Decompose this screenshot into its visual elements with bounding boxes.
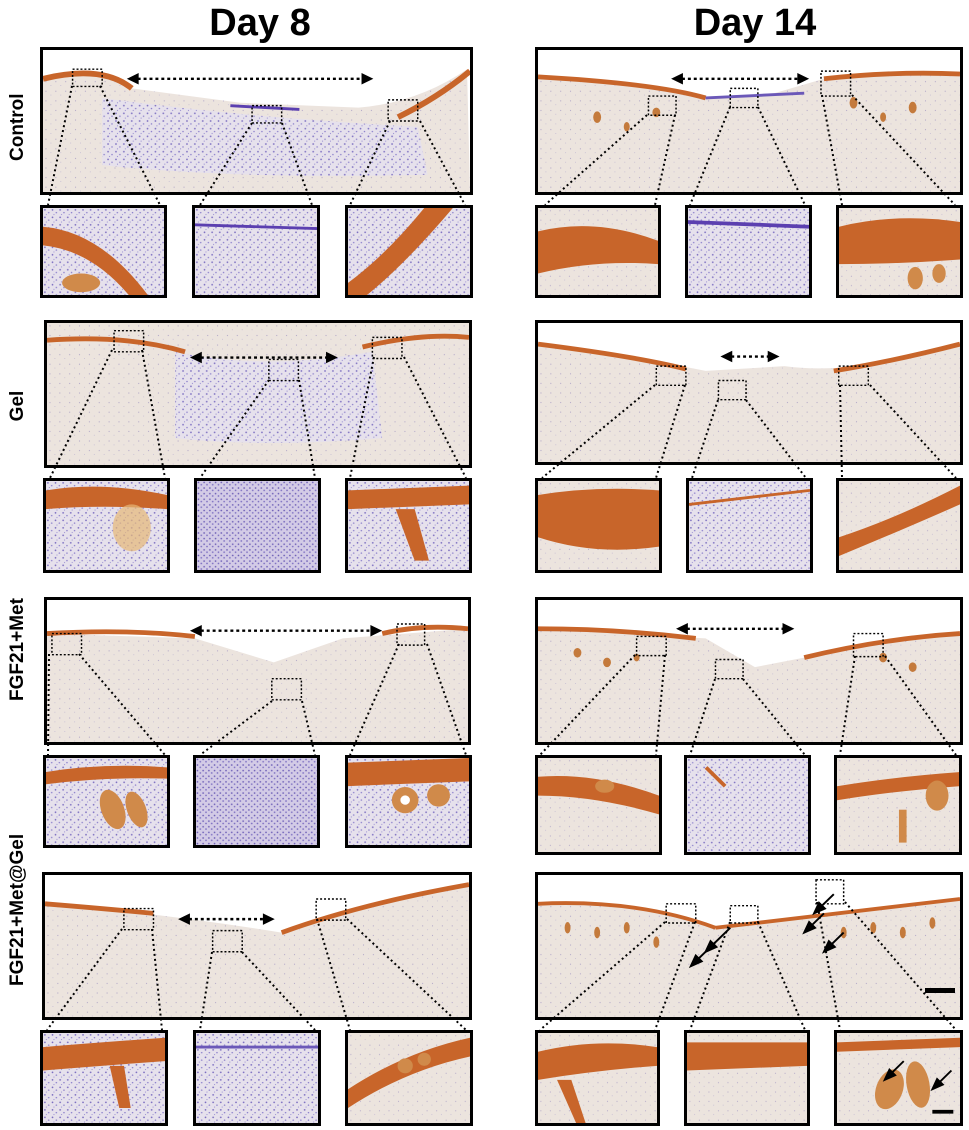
control-day14-inset-right (836, 205, 963, 298)
control-day14-overview (535, 47, 963, 195)
scale-bar (925, 988, 955, 993)
fgf21-met-gel-day14-inset-right (834, 1030, 963, 1126)
fgf21-met-gel-day8-inset-center (193, 1030, 321, 1126)
fgf21-met-gel-day8-overview (42, 872, 472, 1020)
fgf21-met-day8-inset-left (43, 755, 170, 848)
control-day8-inset-left (40, 205, 167, 298)
fgf21-met-gel-day14-inset-center (684, 1030, 810, 1126)
row-label-fgf21-met: FGF21+Met (7, 598, 28, 701)
control-day8-inset-center (192, 205, 320, 298)
fgf21-met-day14-inset-left (535, 755, 662, 855)
control-day8-overview (40, 47, 473, 195)
row-label-control: Control (7, 93, 28, 161)
gel-day8-inset-center (194, 478, 321, 573)
fgf21-met-gel-day14-inset-left (535, 1030, 660, 1126)
column-title-day-8: Day 8 (209, 2, 311, 44)
row-label-fgf21-met-gel: FGF21+Met@Gel (7, 833, 28, 986)
gel-day8-overview (44, 320, 472, 468)
control-day14-inset-center (685, 205, 812, 298)
gel-day8-inset-left (43, 478, 170, 573)
fgf21-met-day8-inset-right (345, 755, 472, 848)
gel-day8-inset-right (345, 478, 472, 573)
control-day14-inset-left (535, 205, 661, 298)
fgf21-met-gel-day14-overview (535, 872, 963, 1020)
gel-day14-inset-center (686, 478, 813, 573)
fgf21-met-day8-overview (44, 597, 471, 745)
fgf21-met-day8-inset-center (193, 755, 320, 848)
gel-day14-inset-right (836, 478, 963, 573)
row-label-gel: Gel (7, 390, 28, 422)
fgf21-met-day14-overview (535, 597, 963, 745)
fgf21-met-gel-day8-inset-left (40, 1030, 168, 1126)
fgf21-met-day14-inset-right (834, 755, 962, 855)
gel-day14-overview (535, 320, 963, 465)
fgf21-met-gel-day8-inset-right (345, 1030, 473, 1126)
gel-day14-inset-left (535, 478, 662, 573)
fgf21-met-day14-inset-center (684, 755, 811, 855)
column-title-day-14: Day 14 (693, 2, 817, 44)
control-day8-inset-right (345, 205, 473, 298)
